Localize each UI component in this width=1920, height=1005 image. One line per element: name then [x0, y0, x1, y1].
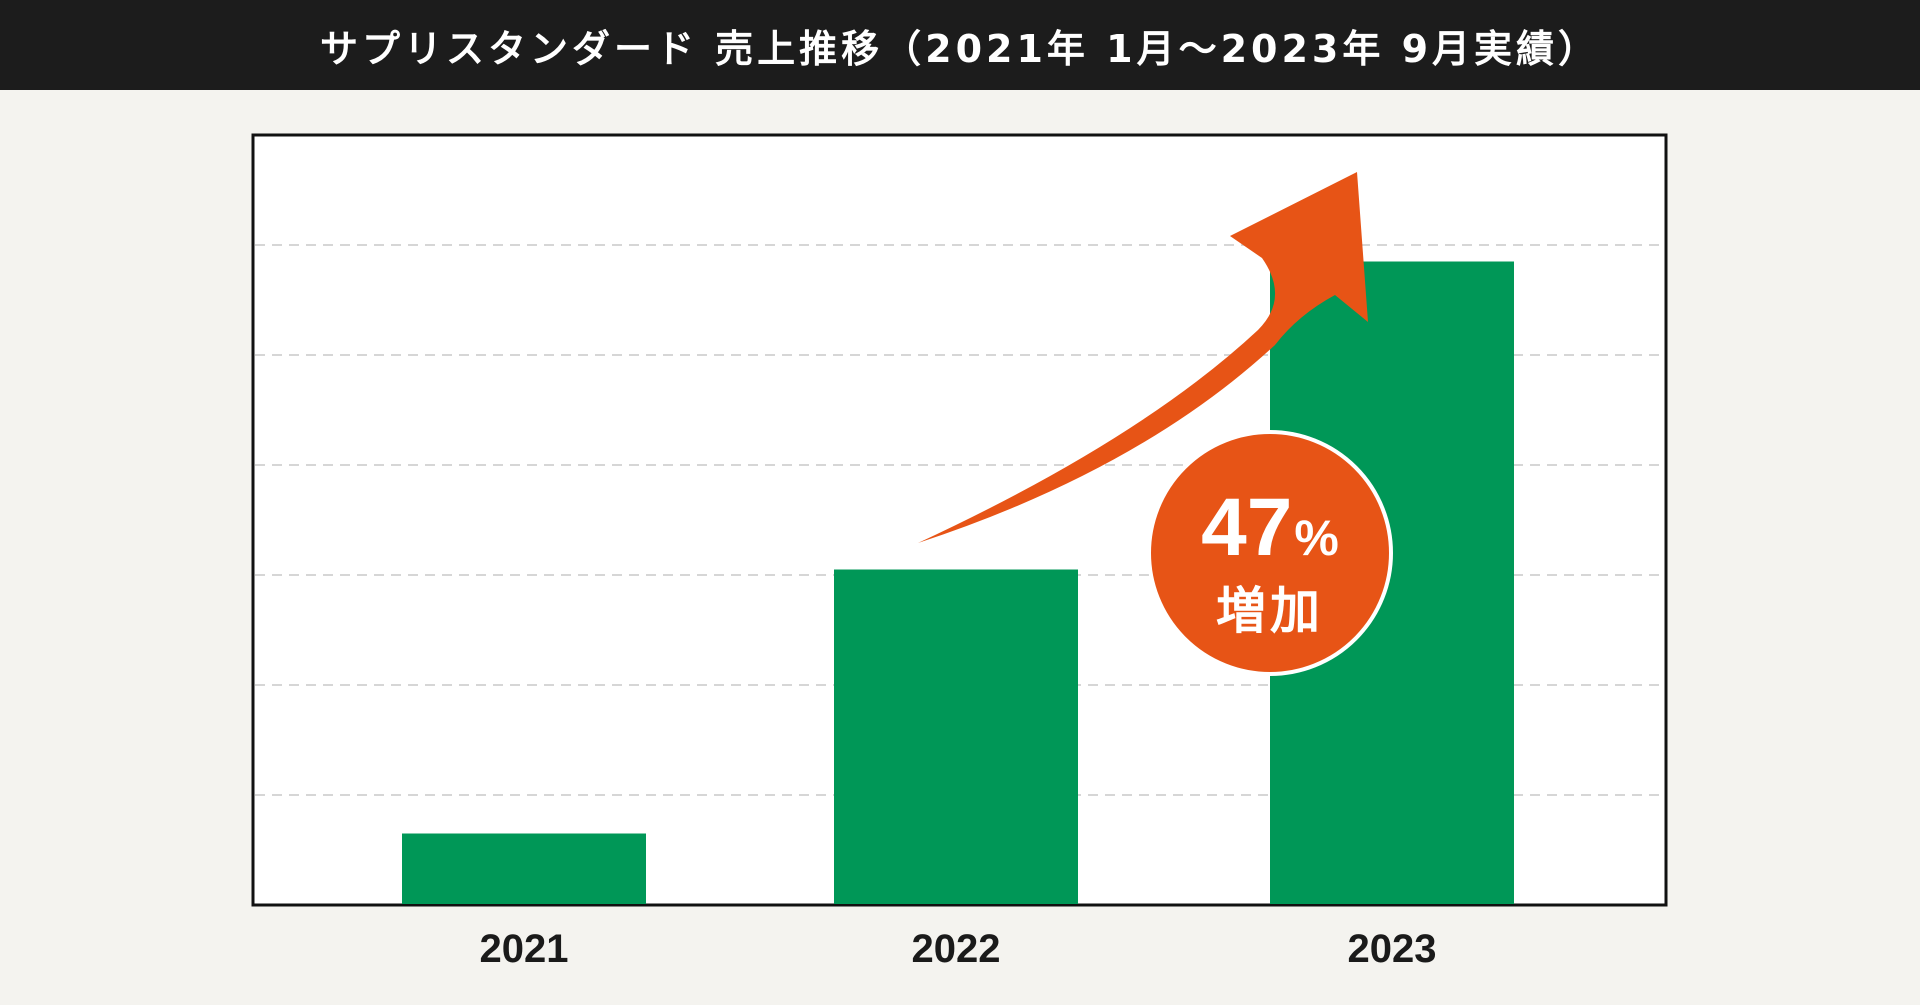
x-tick-label-2023: 2023	[1348, 927, 1437, 971]
badge-circle	[1147, 430, 1393, 676]
growth-badge: 47% 増加	[1147, 430, 1393, 676]
growth-arrow	[918, 172, 1368, 543]
chart-title: サプリスタンダード 売上推移（2021年 1月～2023年 9月実績）	[319, 26, 1601, 71]
x-tick-label-2021: 2021	[480, 927, 569, 971]
title-bar: サプリスタンダード 売上推移（2021年 1月～2023年 9月実績）	[0, 0, 1920, 90]
badge-label: 増加	[1216, 582, 1324, 640]
badge-percent: 47%	[1201, 482, 1339, 573]
x-tick-labels: 2021 2022 2023	[480, 927, 1437, 971]
badge-percent-sign: %	[1294, 510, 1338, 566]
bar-2021	[402, 833, 646, 904]
badge-percent-value: 47	[1201, 482, 1292, 573]
bars	[402, 261, 1514, 904]
bar-2022	[834, 569, 1078, 904]
x-tick-label-2022: 2022	[912, 927, 1001, 971]
